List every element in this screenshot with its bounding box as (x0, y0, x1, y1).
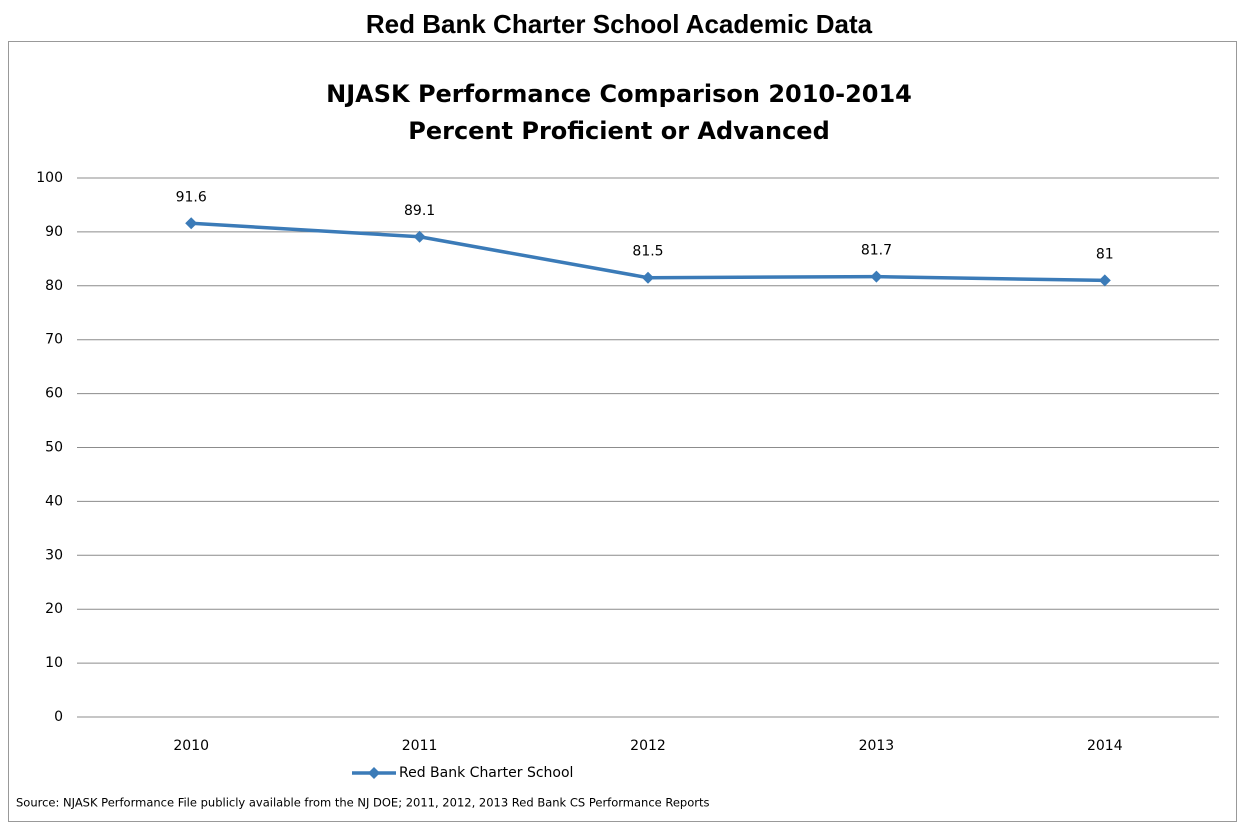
data-label: 81.5 (632, 244, 663, 260)
legend-label: Red Bank Charter School (399, 765, 573, 781)
y-tick-label: 60 (45, 386, 63, 402)
y-tick-label: 70 (45, 332, 63, 348)
y-tick-label: 0 (54, 709, 63, 725)
legend-marker (368, 767, 380, 779)
x-tick-label: 2013 (859, 738, 895, 754)
source-note: Source: NJASK Performance File publicly … (16, 796, 709, 810)
y-tick-label: 90 (45, 224, 63, 240)
point-marker (1098, 274, 1111, 287)
x-tick-label: 2010 (173, 738, 209, 754)
data-label: 81 (1096, 246, 1114, 262)
point-marker (413, 230, 426, 243)
point-marker (185, 217, 198, 230)
data-label: 91.6 (176, 189, 207, 205)
x-tick-label: 2011 (402, 738, 438, 754)
data-label: 81.7 (861, 243, 892, 259)
y-tick-label: 40 (45, 493, 63, 509)
y-tick-label: 20 (45, 601, 63, 617)
x-tick-label: 2012 (630, 738, 666, 754)
chart-title: NJASK Performance Comparison 2010-2014 (326, 80, 912, 108)
point-marker (870, 270, 883, 283)
y-tick-label: 80 (45, 278, 63, 294)
y-tick-label: 30 (45, 547, 63, 563)
chart-subtitle: Percent Proficient or Advanced (408, 117, 830, 145)
page-heading: Red Bank Charter School Academic Data (366, 9, 873, 39)
data-label: 89.1 (404, 203, 435, 219)
point-marker (642, 271, 654, 284)
y-tick-label: 50 (45, 440, 63, 456)
x-tick-label: 2014 (1087, 738, 1123, 754)
y-tick-label: 10 (45, 655, 63, 671)
chart-frame (8, 41, 1237, 822)
y-tick-label: 100 (36, 170, 63, 186)
